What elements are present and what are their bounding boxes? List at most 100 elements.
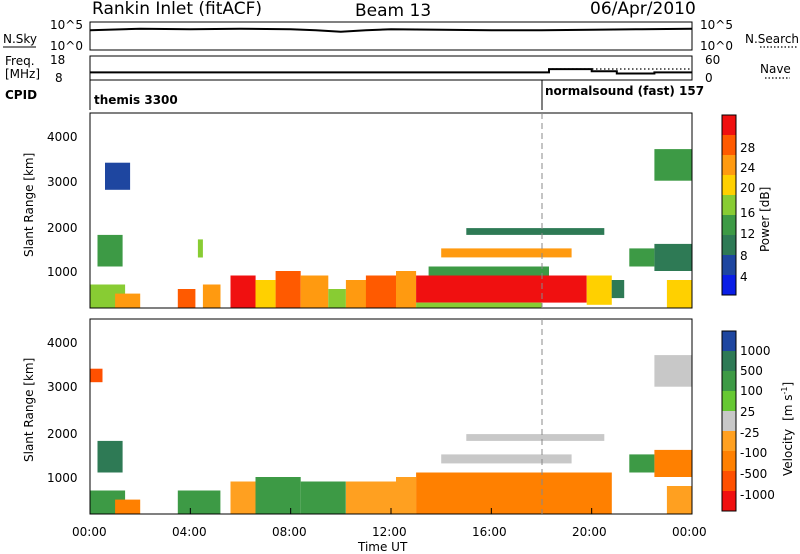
nave-tick-top: 60: [705, 53, 720, 67]
x-tick-3: 12:00: [372, 525, 407, 539]
station-title: Rankin Inlet (fitACF): [92, 0, 262, 19]
power-colorbar-swatch-2: [722, 155, 736, 176]
power-y-tick-4000: 4000: [47, 130, 78, 144]
power-colorbar-frame: [721, 114, 737, 296]
velocity-cell-12: [466, 434, 605, 441]
date-title: 06/Apr/2010: [590, 0, 696, 19]
velocity-cell-3: [115, 499, 141, 514]
velocity-colorbar-swatch-8: [722, 491, 736, 512]
velocity-y-tick-4000: 4000: [47, 336, 78, 350]
power-cell-8: [255, 280, 276, 308]
power-cell-2: [105, 162, 131, 190]
velocity-cell-6: [255, 477, 301, 514]
power-cell-16: [416, 302, 542, 308]
power-y-tick-2000: 2000: [47, 221, 78, 235]
x-tick-5: 20:00: [572, 525, 607, 539]
x-tick-4: 16:00: [472, 525, 507, 539]
velocity-colorbar-swatch-0: [722, 331, 736, 352]
velocity-tick-neg25: -25: [740, 426, 760, 440]
power-cell-20: [541, 275, 587, 303]
velocity-tick-neg1000: -1000: [740, 488, 775, 502]
power-cell-5: [197, 239, 203, 258]
power-cell-15: [416, 275, 542, 303]
power-colorbar-swatch-8: [722, 275, 736, 296]
power-cell-17: [428, 266, 549, 276]
power-cell-22: [611, 280, 625, 299]
cpid-label: CPID: [5, 88, 37, 102]
velocity-cell-7: [300, 481, 346, 514]
power-cell-6: [202, 284, 221, 308]
nave-tick-bottom: 0: [705, 71, 713, 85]
power-colorbar-swatch-5: [722, 215, 736, 236]
nsearch-tick-bottom: 10^0: [700, 39, 733, 53]
nsky-label: N.Sky: [3, 32, 37, 46]
velocity-colorbar-label: Velocity[m s-1]: [780, 382, 795, 476]
x-tick-1: 04:00: [172, 525, 207, 539]
power-cell-19: [466, 228, 605, 235]
velocity-cell-2: [90, 368, 103, 383]
velocity-tick-neg100: -100: [740, 446, 767, 460]
nave-label: Nave: [760, 62, 791, 76]
x-tick-2: 08:00: [272, 525, 307, 539]
nsky-tick-top: 10^5: [50, 18, 83, 32]
power-cell-9: [275, 271, 301, 308]
power-cell-13: [365, 275, 396, 308]
power-cell-25: [666, 280, 692, 308]
velocity-cell-4: [177, 490, 221, 514]
velocity-colorbar-swatch-7: [722, 471, 736, 492]
cpid-segment-1: themis 3300: [94, 93, 178, 107]
velocity-cell-11: [441, 454, 572, 464]
velocity-tick-neg500: -500: [740, 467, 767, 481]
power-cell-11: [328, 289, 346, 308]
freq-label-2: [MHz]: [5, 67, 40, 81]
power-tick-4: 4: [740, 270, 748, 284]
freq-label-1: Freq.: [5, 54, 35, 68]
nsky-series-line: [89, 27, 693, 33]
power-cell-3: [115, 293, 141, 308]
power-y-tick-1000: 1000: [47, 265, 78, 279]
freq-series-line: [90, 68, 692, 75]
nsky-panel-frame: [89, 21, 693, 51]
velocity-y-tick-2000: 2000: [47, 427, 78, 441]
power-cell-21: [586, 275, 612, 305]
power-cell-1: [97, 234, 123, 267]
power-tick-16: 16: [740, 206, 755, 220]
power-cell-7: [230, 275, 256, 308]
velocity-heatmap: [90, 355, 692, 514]
velocity-cell-13: [654, 449, 692, 477]
x-tick-6: 00:00: [672, 525, 707, 539]
velocity-cell-1: [97, 440, 123, 473]
nsearch-tick-top: 10^5: [700, 18, 733, 32]
power-colorbar-swatch-1: [722, 135, 736, 156]
power-cell-10: [300, 275, 329, 308]
nsky-tick-bottom: 10^0: [50, 39, 83, 53]
freq-tick-bottom: 8: [55, 71, 63, 85]
freq-tick-top: 18: [50, 53, 65, 67]
velocity-cell-16: [629, 454, 655, 473]
power-tick-12: 12: [740, 227, 755, 241]
power-cell-18: [441, 248, 572, 258]
velocity-tick-1000: 1000: [740, 344, 771, 358]
velocity-colorbar-frame: [721, 330, 737, 512]
velocity-y-tick-1000: 1000: [47, 471, 78, 485]
power-colorbar-swatch-4: [722, 195, 736, 216]
power-colorbar-label: Power [dB]: [758, 187, 772, 252]
power-tick-8: 8: [740, 249, 748, 263]
power-cell-4: [177, 289, 196, 308]
velocity-cell-8: [345, 481, 397, 514]
velocity-y-tick-3000: 3000: [47, 380, 78, 394]
power-cell-26: [629, 248, 655, 267]
power-colorbar-swatch-0: [722, 115, 736, 136]
power-tick-24: 24: [740, 161, 755, 175]
power-tick-28: 28: [740, 141, 755, 155]
velocity-colorbar-swatch-3: [722, 391, 736, 412]
velocity-cell-14: [654, 355, 692, 387]
velocity-cell-10: [416, 472, 612, 514]
x-axis-label: Time UT: [357, 540, 408, 554]
power-tick-20: 20: [740, 181, 755, 195]
power-y-tick-3000: 3000: [47, 175, 78, 189]
power-colorbar-swatch-7: [722, 255, 736, 276]
velocity-colorbar-swatch-2: [722, 371, 736, 392]
velocity-colorbar-swatch-6: [722, 451, 736, 472]
